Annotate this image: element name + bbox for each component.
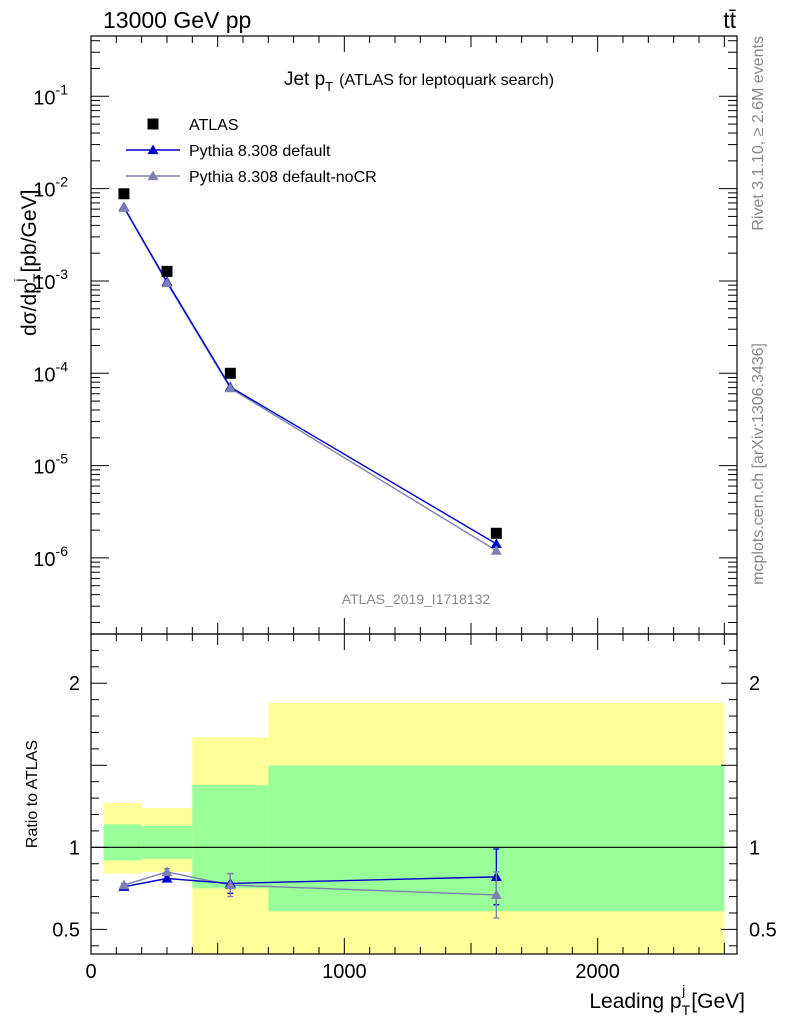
- x-axis-label: Leading pTj [GeV]: [589, 982, 745, 1018]
- series-marker: [490, 545, 502, 555]
- data-point: [118, 188, 130, 200]
- ratio-tick-label-left: 2: [69, 673, 80, 695]
- series-marker: [224, 382, 236, 393]
- ratio-band-inner: [192, 784, 269, 889]
- ratio-tick-label-left: 0.5: [52, 919, 80, 941]
- ratio-band-inner: [141, 826, 193, 859]
- ylabel-sup: j: [11, 278, 27, 282]
- y-tick-label: 10-1: [33, 81, 68, 109]
- ylabel-prefix: dσ/dp: [18, 282, 41, 336]
- rivet-label: Rivet 3.1.10, ≥ 2.6M events: [750, 36, 767, 231]
- ratio-tick-label-right: 2: [749, 673, 760, 695]
- legend-label: Pythia 8.308 default-noCR: [189, 169, 377, 186]
- ratio-panel: 0 1000 2000 0.5 0.5 1 1 2 2 Ratio to ATLAS: [24, 633, 777, 983]
- y-tick-exp: -2: [56, 174, 69, 190]
- title-main: Jet p: [284, 69, 325, 90]
- ratio-y-label: Ratio to ATLAS: [24, 740, 41, 848]
- y-axis-label: dσ/dpTj [pb/GeV]: [11, 190, 46, 336]
- y-tick-label: 10-5: [33, 451, 68, 479]
- data-point: [161, 265, 173, 277]
- x-tick-label: 0: [85, 961, 96, 983]
- analysis-watermark: ATLAS_2019_I1718132: [342, 591, 491, 607]
- y-tick-base: 10: [33, 272, 55, 294]
- x-tick-label: 1000: [322, 961, 367, 983]
- xlabel-sup: j: [681, 982, 685, 998]
- ylabel-sub: T: [30, 273, 46, 282]
- legend-marker-triangle: [147, 144, 159, 155]
- legend-marker-square: [147, 118, 159, 130]
- legend-label: Pythia 8.308 default: [189, 143, 331, 160]
- ratio-marker: [161, 873, 173, 883]
- y-tick-base: 10: [33, 87, 55, 109]
- header-right: tt̄: [723, 7, 736, 33]
- y-tick-exp: -4: [56, 358, 69, 374]
- series-marker: [118, 202, 130, 212]
- legend-label: ATLAS: [189, 117, 239, 134]
- series-line: [123, 206, 497, 545]
- ratio-tick-label-right: 1: [749, 837, 760, 859]
- y-tick-exp: -5: [56, 451, 69, 467]
- xlabel-sub: T: [682, 1002, 691, 1018]
- title-sub: T: [325, 79, 333, 94]
- series-marker: [161, 277, 173, 288]
- y-tick-label: 10-2: [33, 174, 68, 202]
- ratio-frame: [90, 633, 738, 955]
- ratio-band-inner: [103, 824, 142, 861]
- plot-title: Jet pT (ATLAS for leptoquark search): [284, 69, 554, 94]
- title-rest: (ATLAS for leptoquark search): [339, 72, 554, 89]
- ratio-marker: [490, 889, 502, 900]
- xlabel-main: Leading p: [589, 990, 681, 1013]
- legend: ATLAS Pythia 8.308 default Pythia 8.308 de…: [126, 117, 377, 186]
- xlabel-unit: [GeV]: [691, 990, 745, 1013]
- data-point: [224, 367, 236, 379]
- y-tick-exp: -3: [56, 266, 69, 282]
- ratio-line: [123, 876, 497, 888]
- x-tick-label: 2000: [575, 961, 620, 983]
- ratio-marker: [161, 866, 173, 877]
- y-tick-base: 10: [33, 180, 55, 202]
- series-marker: [490, 538, 502, 548]
- y-tick-label: 10-3: [33, 266, 68, 294]
- ratio-tick-label-right: 0.5: [749, 919, 777, 941]
- y-tick-base: 10: [33, 457, 55, 479]
- y-tick-base: 10: [33, 364, 55, 386]
- data-point: [490, 527, 502, 539]
- y-tick-label: 10-6: [33, 543, 68, 571]
- ratio-line: [123, 871, 497, 896]
- y-tick-exp: -1: [56, 81, 69, 97]
- y-tick-base: 10: [33, 549, 55, 571]
- legend-marker-triangle: [147, 170, 159, 181]
- main-panel: 10-610-510-410-310-210-1 Jet pT (ATLAS fo…: [11, 35, 738, 635]
- ratio-marker: [224, 879, 236, 890]
- main-frame: [90, 35, 738, 635]
- mcplots-label: mcplots.cern.ch [arXiv:1306.3436]: [750, 343, 767, 585]
- series-line: [123, 207, 497, 552]
- ylabel-unit: [pb/GeV]: [18, 190, 41, 273]
- header-left: 13000 GeV pp: [103, 7, 251, 33]
- y-tick-exp: -6: [56, 543, 69, 559]
- ratio-marker: [118, 879, 130, 890]
- ratio-tick-label-left: 1: [69, 837, 80, 859]
- y-tick-label: 10-4: [33, 358, 68, 386]
